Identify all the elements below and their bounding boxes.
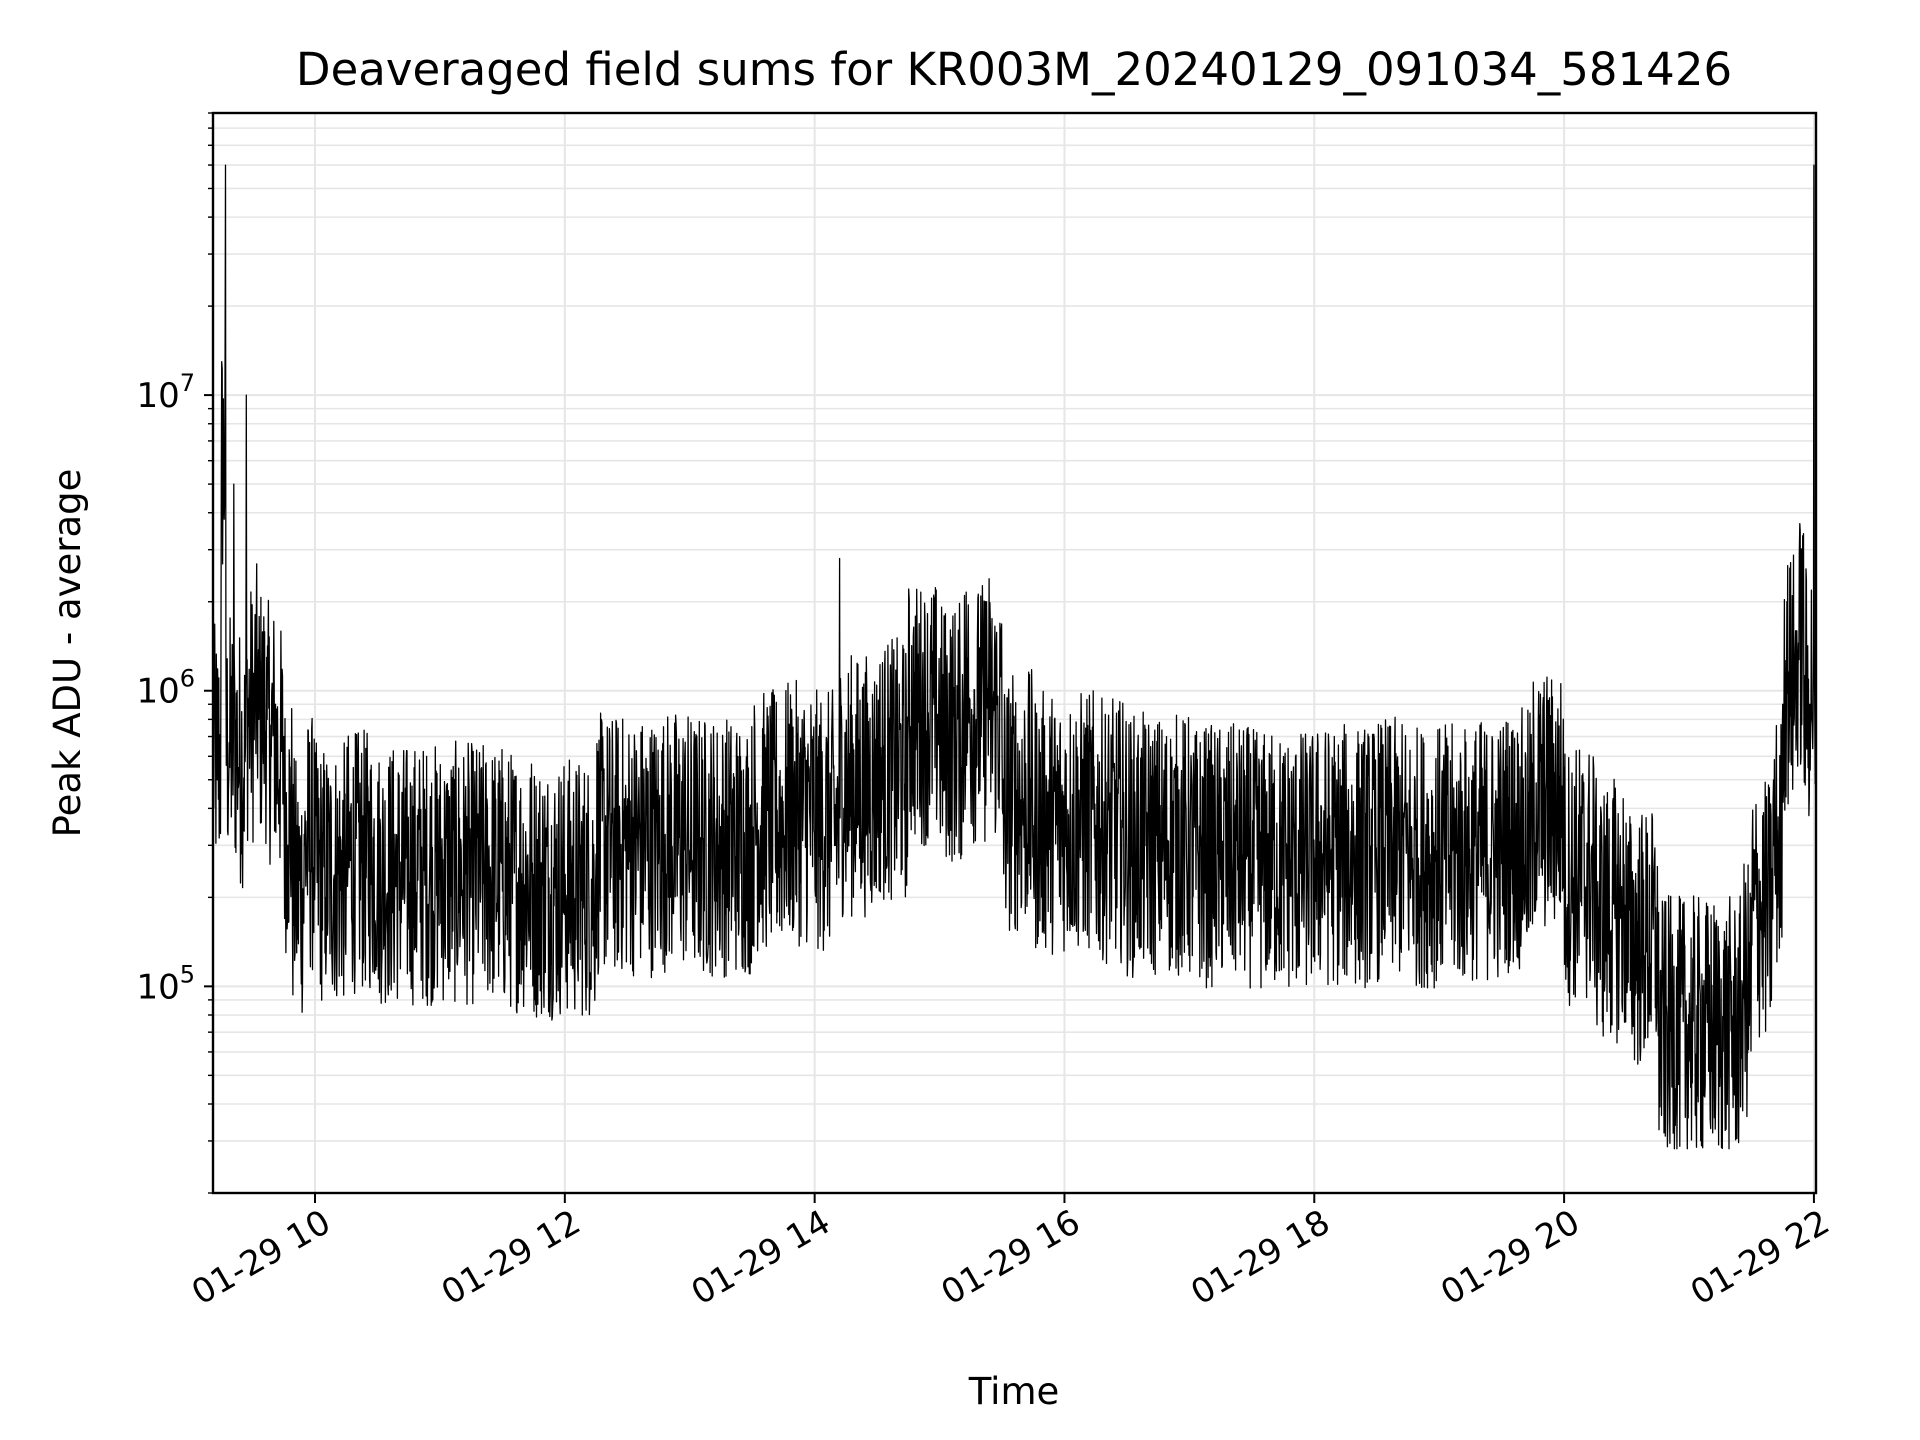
x-axis-title: Time bbox=[968, 1370, 1060, 1413]
y-tick-label: 105 bbox=[136, 960, 195, 1007]
grid bbox=[213, 112, 1816, 1194]
x-tick-label: 01-29 22 bbox=[1684, 1202, 1836, 1313]
y-tick-label: 107 bbox=[136, 369, 195, 416]
y-tick-label: 106 bbox=[136, 665, 195, 712]
x-tick-label: 01-29 12 bbox=[435, 1202, 587, 1313]
x-tick-label: 01-29 16 bbox=[935, 1202, 1087, 1313]
x-tick-label: 01-29 10 bbox=[185, 1202, 337, 1313]
x-tick-label: 01-29 14 bbox=[685, 1202, 837, 1313]
series bbox=[212, 164, 1817, 1150]
x-tick-label: 01-29 20 bbox=[1434, 1202, 1586, 1313]
series-line bbox=[212, 164, 1817, 1150]
x-tick-label: 01-29 18 bbox=[1184, 1202, 1336, 1313]
y-axis-title: Peak ADU - average bbox=[46, 469, 89, 838]
plot-frame bbox=[211, 111, 1818, 1195]
chart-title: Deaveraged field sums for KR003M_2024012… bbox=[296, 43, 1732, 96]
